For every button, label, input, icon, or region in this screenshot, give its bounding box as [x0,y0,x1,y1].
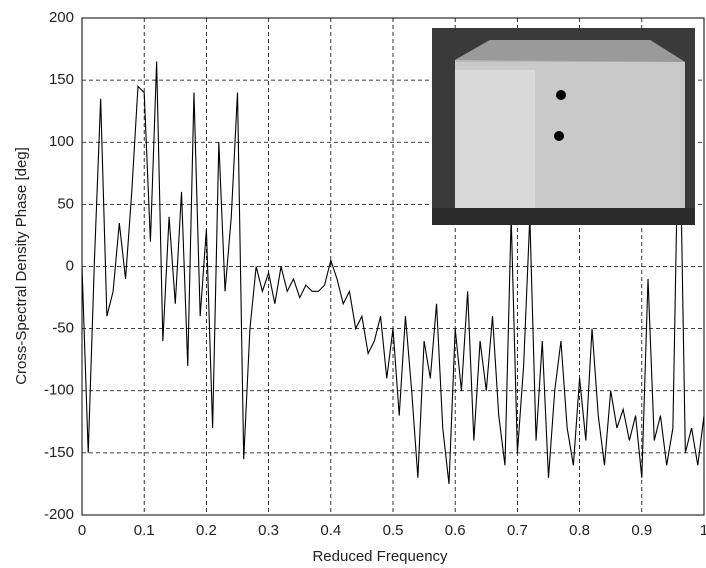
x-tick-label: 0.1 [134,522,155,539]
y-tick-label: -100 [44,382,74,399]
x-tick-label: 0.7 [507,522,528,539]
x-tick-label: 0.6 [445,522,466,539]
x-tick-label: 0.8 [569,522,590,539]
x-tick-label: 0.3 [258,522,279,539]
x-tick-label: 0.4 [320,522,341,539]
y-tick-label: 100 [49,133,74,150]
y-tick-label: -150 [44,444,74,461]
x-tick-label: 0.2 [196,522,217,539]
y-tick-label: -50 [52,320,74,337]
y-tick-label: 50 [57,195,74,212]
inset-photo [432,28,695,225]
x-tick-label: 0 [78,522,86,539]
x-tick-label: 1 [700,522,706,539]
y-tick-label: 0 [66,257,74,274]
data-line [81,61,705,484]
y-tick-label: 150 [49,71,74,88]
y-tick-label: -200 [44,506,74,523]
x-axis-label: Reduced Frequency [312,548,448,565]
y-axis-label: Cross-Spectral Density Phase [deg] [13,147,30,385]
y-tick-label: 200 [49,9,74,26]
x-tick-label: 0.5 [383,522,404,539]
x-tick-label: 0.9 [631,522,652,539]
